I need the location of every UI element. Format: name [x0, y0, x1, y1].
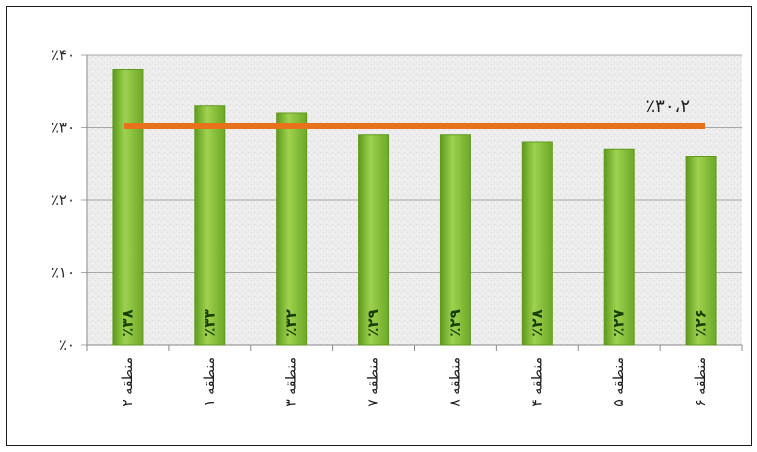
data-label: ٪۳۸	[118, 309, 136, 336]
bar	[358, 134, 390, 346]
bar	[603, 148, 635, 346]
x-tick-label: منطقه ۴	[529, 357, 545, 407]
data-label: ٪۲۷	[610, 309, 628, 336]
x-tick-label: منطقه ۷	[366, 357, 382, 407]
bar	[439, 134, 471, 346]
data-label: ٪۲۸	[528, 309, 546, 336]
x-tick-label: منطقه ۱	[202, 357, 218, 407]
data-label: ٪۲۹	[446, 309, 464, 336]
y-tick-label: ٪۰	[59, 336, 75, 354]
x-tick-label: منطقه ۶	[693, 357, 709, 407]
data-label: ٪۲۹	[364, 309, 382, 336]
average-label: ٪۳۰،۲	[646, 96, 690, 117]
x-tick-label: منطقه ۳	[284, 357, 300, 407]
bar	[276, 112, 308, 346]
x-tick-label: منطقه ۵	[611, 357, 627, 407]
bar-chart: ٪۰ ٪۱۰ ٪۲۰ ٪۳۰ ٪۴۰ ٪۳۸ منطقه ۲ ٪۳۳ منطقه ۱ ٪۳۲ من…	[51, 46, 743, 407]
bar	[194, 105, 226, 346]
y-tick-label: ٪۴۰	[51, 46, 75, 64]
y-tick-label: ٪۳۰	[51, 119, 75, 137]
bar	[521, 141, 553, 346]
chart-frame: ٪۰ ٪۱۰ ٪۲۰ ٪۳۰ ٪۴۰ ٪۳۸ منطقه ۲ ٪۳۳ منطقه ۱ ٪۳۲ من…	[6, 6, 752, 446]
data-label: ٪۳۳	[200, 309, 218, 336]
x-tick-label: منطقه ۸	[447, 357, 463, 407]
data-label: ٪۲۶	[692, 309, 710, 336]
y-tick-label: ٪۲۰	[51, 191, 75, 209]
y-tick-label: ٪۱۰	[51, 264, 75, 282]
x-tick-label: منطقه ۲	[120, 357, 136, 407]
bar	[112, 69, 144, 346]
bar	[685, 156, 717, 346]
data-label: ٪۳۲	[282, 309, 300, 336]
